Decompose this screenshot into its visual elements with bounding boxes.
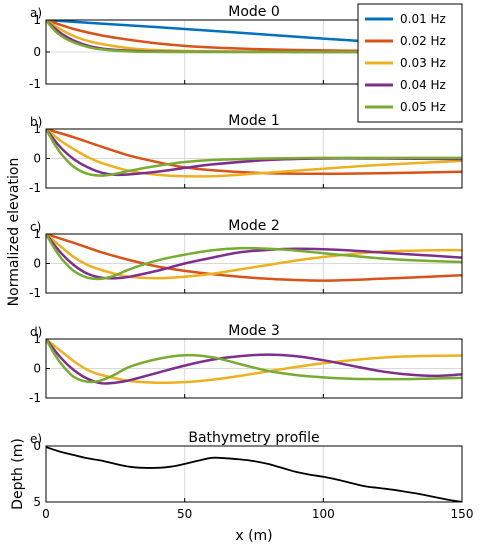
ytick-label: 0 (33, 362, 41, 376)
ytick-label: 0 (33, 439, 41, 453)
ytick-label: 0 (33, 45, 41, 59)
ytick-label: -1 (29, 181, 41, 195)
panel-letter: b) (30, 115, 42, 129)
xtick-label: 50 (177, 507, 192, 521)
xtick-label: 150 (451, 507, 474, 521)
ytick-label: 1 (33, 227, 41, 241)
series-group (46, 129, 462, 178)
shared-ylabel: Normalized elevation (6, 158, 22, 307)
series-line-profile (46, 446, 462, 502)
series-line-0-05-Hz (46, 234, 462, 281)
panel-title: Mode 1 (228, 113, 280, 129)
series-line-0-04-Hz (46, 234, 462, 280)
series-line-0-03-Hz (46, 339, 462, 385)
ytick-label: 1 (33, 122, 41, 136)
panel-title: Mode 2 (228, 218, 280, 234)
panel-letter: e) (30, 432, 42, 446)
axes-frame (45, 445, 463, 503)
panel-title: Bathymetry profile (188, 430, 319, 446)
ytick-label: 0 (33, 152, 41, 166)
ytick-label: -1 (29, 391, 41, 405)
series-line-0-04-Hz (46, 339, 462, 385)
series-line-0-03-Hz (46, 129, 462, 178)
series-line-0-05-Hz (46, 129, 462, 177)
plot-area (46, 446, 462, 502)
y-axis-label-depth: Depth (m) (10, 438, 26, 510)
ytick-label: -1 (29, 286, 41, 300)
legend-label: 0.01 Hz (400, 12, 446, 26)
panel-title: Mode 0 (228, 4, 280, 20)
xtick-label: 100 (312, 507, 335, 521)
legend-label: 0.02 Hz (400, 34, 446, 48)
series-line-0-05-Hz (46, 20, 462, 54)
panel-title: Mode 3 (228, 323, 280, 339)
panel-letter: c) (30, 220, 41, 234)
x-axis-label: x (m) (235, 528, 272, 544)
ytick-label: 1 (33, 332, 41, 346)
xtick-label: 0 (42, 507, 50, 521)
panel-2: -1 0 1b) Mode 1 (29, 113, 463, 195)
series-line-0-02-Hz (46, 234, 462, 282)
panel-4: -1 0 1d) Mode 3 (29, 323, 463, 405)
series-group (46, 446, 462, 502)
ytick-label: 5 (33, 495, 41, 509)
panel-letter: d) (30, 325, 42, 339)
ytick-label: 1 (33, 13, 41, 27)
legend-label: 0.05 Hz (400, 100, 446, 114)
series-group (46, 339, 462, 385)
legend-label: 0.04 Hz (400, 78, 446, 92)
series-group (46, 234, 462, 282)
legend: 0.01 Hz 0.02 Hz 0.03 Hz 0.04 Hz 0.05 Hz (357, 3, 463, 123)
legend-label: 0.03 Hz (400, 56, 446, 70)
ytick-label: -1 (29, 77, 41, 91)
series-group (46, 20, 462, 54)
panel-letter: a) (30, 6, 42, 20)
panel-3: -1 0 1c) Mode 2 (29, 218, 463, 300)
ytick-label: 0 (33, 257, 41, 271)
series-line-0-05-Hz (46, 339, 462, 384)
